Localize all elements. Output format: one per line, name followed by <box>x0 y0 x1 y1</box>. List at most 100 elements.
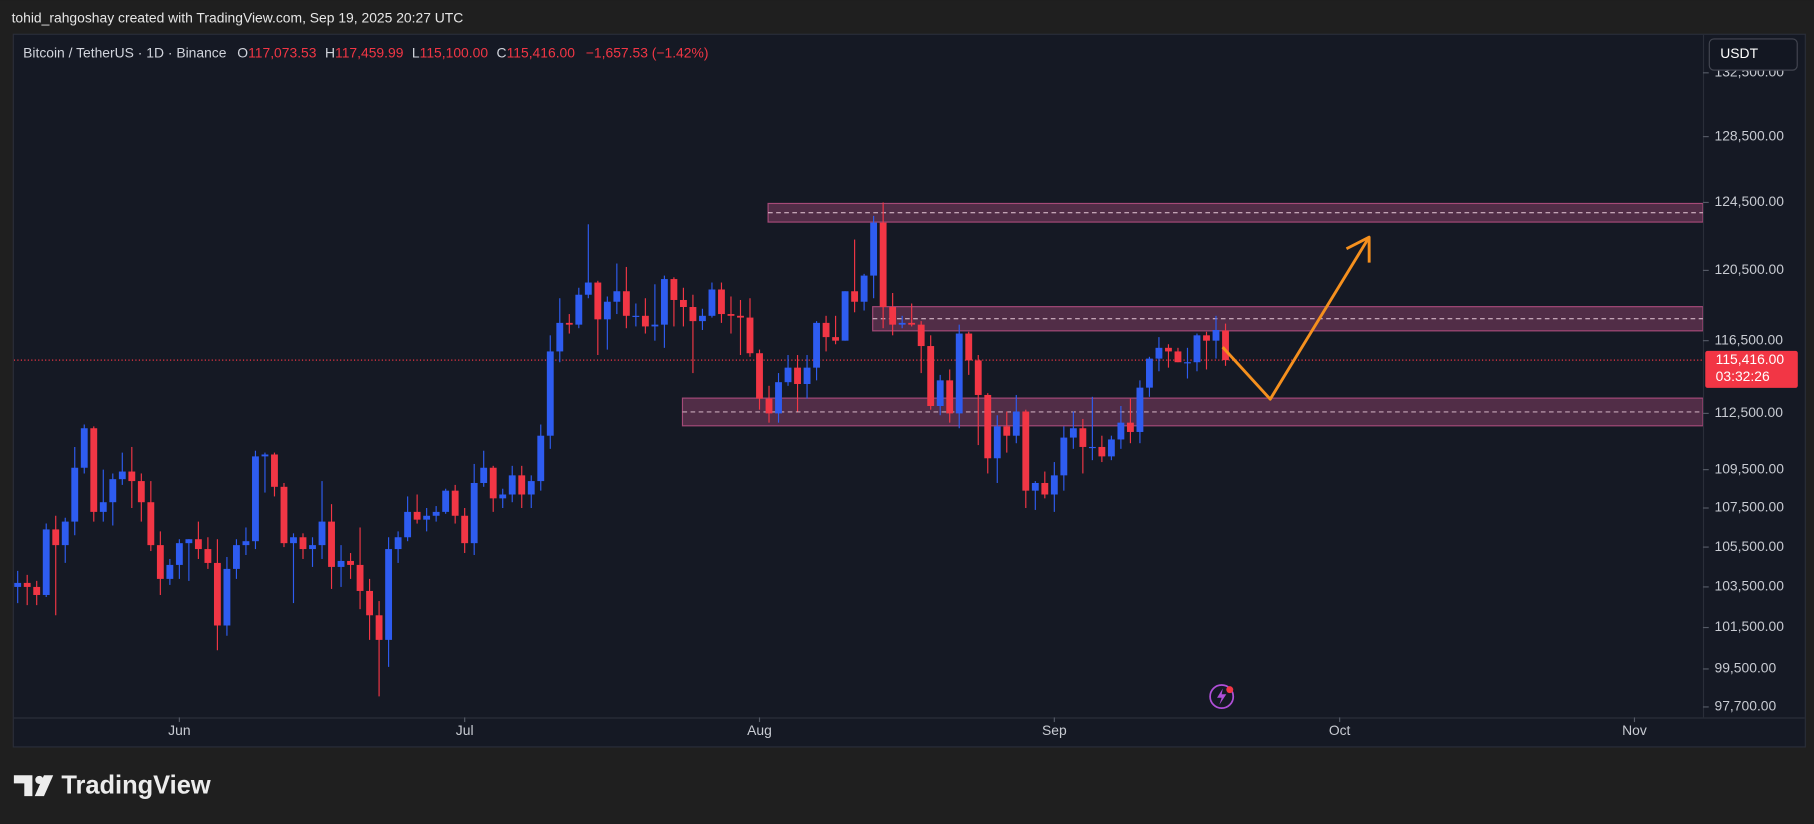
plot-area <box>13 202 1703 697</box>
candle-body <box>660 279 668 325</box>
candle-body <box>252 456 259 542</box>
candle-body <box>594 282 602 320</box>
projection-arrow <box>1221 236 1371 401</box>
candle-body <box>271 454 278 487</box>
candle-body <box>860 275 868 302</box>
candle-body <box>955 333 963 414</box>
candle-body <box>1003 426 1011 436</box>
legend-key: H <box>325 44 335 60</box>
logo-mark[interactable] <box>34 775 54 797</box>
icon-bolt[interactable] <box>1217 688 1227 705</box>
candle-body <box>1193 335 1201 363</box>
candle-body <box>1022 411 1030 491</box>
legend-value: 117,073.53 <box>248 44 317 60</box>
candle-body <box>927 346 935 407</box>
currency-label[interactable]: USDT <box>1720 45 1758 61</box>
candle-body <box>137 481 145 503</box>
candle-body <box>356 564 364 591</box>
brand-logo[interactable]: TradingView <box>13 772 211 800</box>
candle-body <box>14 582 22 587</box>
legend-key: O <box>237 44 248 60</box>
candle-body <box>556 322 564 352</box>
candle-body <box>347 560 354 565</box>
arrow-head <box>1345 235 1371 263</box>
candle-body <box>1174 351 1182 363</box>
candle-body <box>42 529 50 595</box>
y-tick-label: 107,500.00 <box>1715 499 1785 515</box>
candle-body <box>80 428 88 468</box>
candle-body <box>290 537 297 544</box>
attribution: tohid_rahgoshay created with TradingView… <box>12 9 464 25</box>
price-tag-label: 115,416.00 <box>1716 351 1785 367</box>
symbol: Bitcoin / TetherUS · 1D · Binance <box>23 44 227 60</box>
candle-body <box>699 315 706 322</box>
candle-body <box>689 307 697 322</box>
candle-body <box>946 380 954 414</box>
candle-body <box>822 322 830 338</box>
candle-body <box>708 289 716 316</box>
y-tick-label: 103,500.00 <box>1715 578 1785 594</box>
candle-body <box>166 564 174 579</box>
candle-body <box>280 486 288 544</box>
candle-body <box>670 279 678 300</box>
candle-body <box>480 467 488 483</box>
candle-body <box>1126 422 1134 432</box>
candle-body <box>337 560 345 567</box>
icon-dot[interactable] <box>1226 686 1234 694</box>
candle-body <box>841 291 849 341</box>
logo-mark[interactable] <box>13 775 33 797</box>
candle-body <box>147 502 155 546</box>
candle-body <box>898 322 906 325</box>
alert-icon[interactable] <box>1209 684 1235 710</box>
candle-body <box>261 454 269 457</box>
candle-body <box>765 398 773 414</box>
candle-body <box>794 367 801 384</box>
candle-body <box>632 315 640 317</box>
candle-body <box>1136 387 1144 432</box>
candle-body <box>1012 411 1020 436</box>
legend-value: 115,100.00 <box>420 44 489 60</box>
candle-body <box>584 282 592 295</box>
price-tag-countdown: 03:32:26 <box>1716 368 1770 384</box>
x-tick-label: Jun <box>168 722 190 738</box>
candle-body <box>775 382 782 414</box>
candle-body <box>718 289 725 315</box>
candle-body <box>603 301 611 320</box>
candle-body <box>993 426 1001 459</box>
candle-body <box>470 482 478 544</box>
icon-ring[interactable] <box>1209 684 1235 710</box>
button-frame[interactable] <box>1708 38 1798 71</box>
candle-body <box>33 586 41 595</box>
candle-body <box>1117 422 1125 440</box>
candle-body <box>23 582 31 587</box>
x-tick-label: Nov <box>1622 722 1647 738</box>
brand-name[interactable]: TradingView <box>61 772 211 800</box>
y-tick-label: 97,700.00 <box>1715 698 1777 714</box>
candle-body <box>156 545 164 579</box>
legend-key: C <box>497 44 507 60</box>
chart-legend: Bitcoin / TetherUS · 1D · Binance O117,0… <box>23 44 708 60</box>
y-tick-label: 109,500.00 <box>1715 460 1785 476</box>
candle-body <box>375 615 383 640</box>
candle-body <box>309 545 316 550</box>
candle-body <box>746 317 754 354</box>
currency-button[interactable]: USDT <box>1708 38 1798 71</box>
candle-body <box>242 541 250 546</box>
x-tick-label: Aug <box>747 722 772 738</box>
candle-body <box>1079 428 1087 447</box>
x-tick-label: Jul <box>456 722 474 738</box>
candle-body <box>1069 428 1077 438</box>
candle-body <box>99 502 107 512</box>
y-tick-label: 99,500.00 <box>1715 660 1777 676</box>
candle-body <box>622 291 630 316</box>
candle-body <box>737 315 744 318</box>
candle-body <box>128 471 136 482</box>
candle-body <box>651 324 659 327</box>
candle-body <box>784 367 792 383</box>
y-tick-label: 105,500.00 <box>1715 538 1785 554</box>
candle-body <box>679 299 687 308</box>
legend-change: −1,657.53 (−1.42%) <box>586 44 709 60</box>
x-tick-label: Sep <box>1042 722 1067 738</box>
candle-body <box>889 307 897 325</box>
